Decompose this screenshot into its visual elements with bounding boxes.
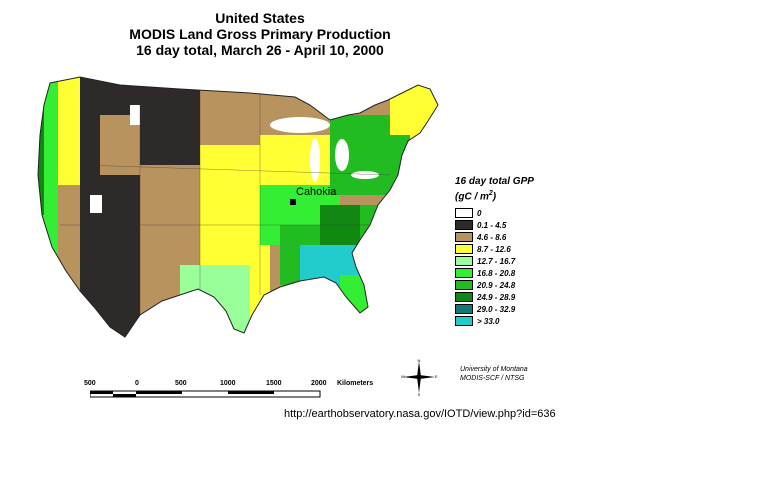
legend-item: 12.7 - 16.7 bbox=[455, 255, 565, 267]
legend-label: 0 bbox=[477, 208, 482, 218]
legend-swatch bbox=[455, 220, 473, 231]
scale-bar-graphic bbox=[90, 390, 321, 398]
legend-unit-sup: 2 bbox=[488, 190, 493, 197]
legend-item: 16.8 - 20.8 bbox=[455, 267, 565, 279]
legend-item: 20.9 - 24.8 bbox=[455, 279, 565, 291]
legend-item: 0 bbox=[455, 207, 565, 219]
cahokia-label: Cahokia bbox=[296, 186, 337, 198]
legend: 16 day total GPP (gC / m2) 0 0.1 - 4.5 4.6… bbox=[455, 176, 565, 327]
legend-swatch bbox=[455, 256, 473, 267]
legend-item: 24.9 - 28.9 bbox=[455, 291, 565, 303]
legend-swatch bbox=[455, 304, 473, 315]
scale-label-3: 1000 bbox=[220, 380, 236, 387]
map-title: United States MODIS Land Gross Primary P… bbox=[110, 10, 410, 58]
credit-line-2: MODIS-SCF / NTSG bbox=[460, 375, 525, 382]
legend-label: 0.1 - 4.5 bbox=[477, 220, 507, 230]
legend-unit: (gC / m2) bbox=[455, 188, 565, 203]
title-line-2: MODIS Land Gross Primary Production bbox=[129, 26, 391, 42]
legend-swatch bbox=[455, 208, 473, 219]
compass-rose: N S W E bbox=[400, 358, 438, 397]
compass-n: N bbox=[418, 358, 421, 363]
legend-label: 24.9 - 28.9 bbox=[477, 292, 516, 302]
cahokia-marker bbox=[290, 199, 296, 205]
scale-bar: 500 0 500 1000 1500 2000 Kilometers bbox=[80, 380, 380, 400]
legend-item: > 33.0 bbox=[455, 315, 565, 327]
title-line-1: United States bbox=[215, 10, 305, 26]
credit-line-1: University of Montana bbox=[460, 366, 528, 373]
legend-swatch bbox=[455, 316, 473, 327]
legend-swatch bbox=[455, 280, 473, 291]
legend-item: 0.1 - 4.5 bbox=[455, 219, 565, 231]
legend-swatch bbox=[455, 268, 473, 279]
title-line-3: 16 day total, March 26 - April 10, 2000 bbox=[136, 42, 384, 58]
legend-title: 16 day total GPP bbox=[455, 176, 534, 187]
compass-icon: N S W E bbox=[401, 358, 438, 397]
us-map-graphic bbox=[37, 76, 439, 338]
legend-swatch bbox=[455, 244, 473, 255]
legend-label: 8.7 - 12.6 bbox=[477, 244, 511, 254]
us-gpp-map bbox=[30, 75, 450, 345]
compass-e: E bbox=[435, 374, 438, 379]
legend-swatch bbox=[455, 232, 473, 243]
compass-s: S bbox=[418, 392, 421, 396]
source-url: http://earthobservatory.nasa.gov/IOTD/vi… bbox=[284, 408, 556, 420]
credit: University of Montana MODIS-SCF / NTSG bbox=[460, 365, 528, 383]
legend-unit-end: ) bbox=[492, 191, 497, 203]
legend-label: > 33.0 bbox=[477, 316, 500, 326]
compass-w: W bbox=[401, 374, 405, 379]
scale-label-1: 0 bbox=[135, 380, 139, 387]
legend-label: 16.8 - 20.8 bbox=[477, 268, 516, 278]
legend-label: 12.7 - 16.7 bbox=[477, 256, 516, 266]
legend-item: 4.6 - 8.6 bbox=[455, 231, 565, 243]
legend-label: 29.0 - 32.9 bbox=[477, 304, 516, 314]
scale-label-5: 2000 bbox=[311, 380, 327, 387]
scale-label-0: 500 bbox=[84, 380, 96, 387]
scale-unit: Kilometers bbox=[337, 380, 374, 387]
legend-items: 0 0.1 - 4.5 4.6 - 8.6 8.7 - 12.6 12.7 - 16.7… bbox=[455, 207, 565, 327]
legend-unit-main: (gC / m bbox=[455, 191, 489, 203]
scale-label-4: 1500 bbox=[266, 380, 282, 387]
legend-item: 29.0 - 32.9 bbox=[455, 303, 565, 315]
legend-label: 4.6 - 8.6 bbox=[477, 232, 507, 242]
scale-label-2: 500 bbox=[175, 380, 187, 387]
legend-label: 20.9 - 24.8 bbox=[477, 280, 516, 290]
legend-item: 8.7 - 12.6 bbox=[455, 243, 565, 255]
legend-swatch bbox=[455, 292, 473, 303]
